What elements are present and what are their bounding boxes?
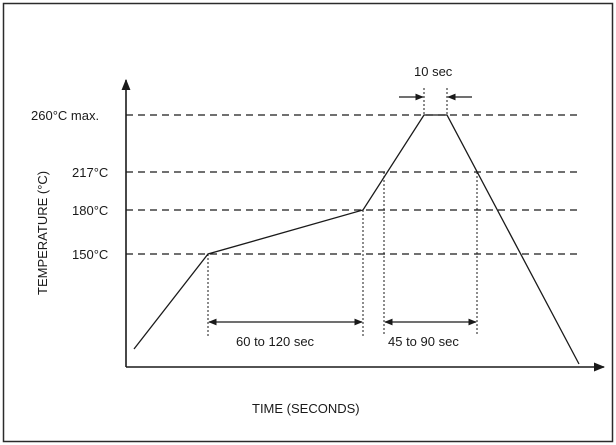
profile-curve — [133, 114, 580, 365]
x-axis-title: TIME (SECONDS) — [252, 401, 360, 416]
guide-lines — [207, 88, 478, 336]
y-axis-title: TEMPERATURE (°C) — [35, 171, 50, 295]
preheat-interval-label: 60 to 120 sec — [236, 334, 315, 349]
level-label-150: 150°C — [72, 247, 108, 262]
liquidus-interval-label: 45 to 90 sec — [388, 334, 459, 349]
level-label-217: 217°C — [72, 165, 108, 180]
peak-interval-label: 10 sec — [414, 64, 453, 79]
level-label-180: 180°C — [72, 203, 108, 218]
level-lines — [126, 114, 582, 255]
level-label-260: 260°C max. — [31, 108, 99, 123]
